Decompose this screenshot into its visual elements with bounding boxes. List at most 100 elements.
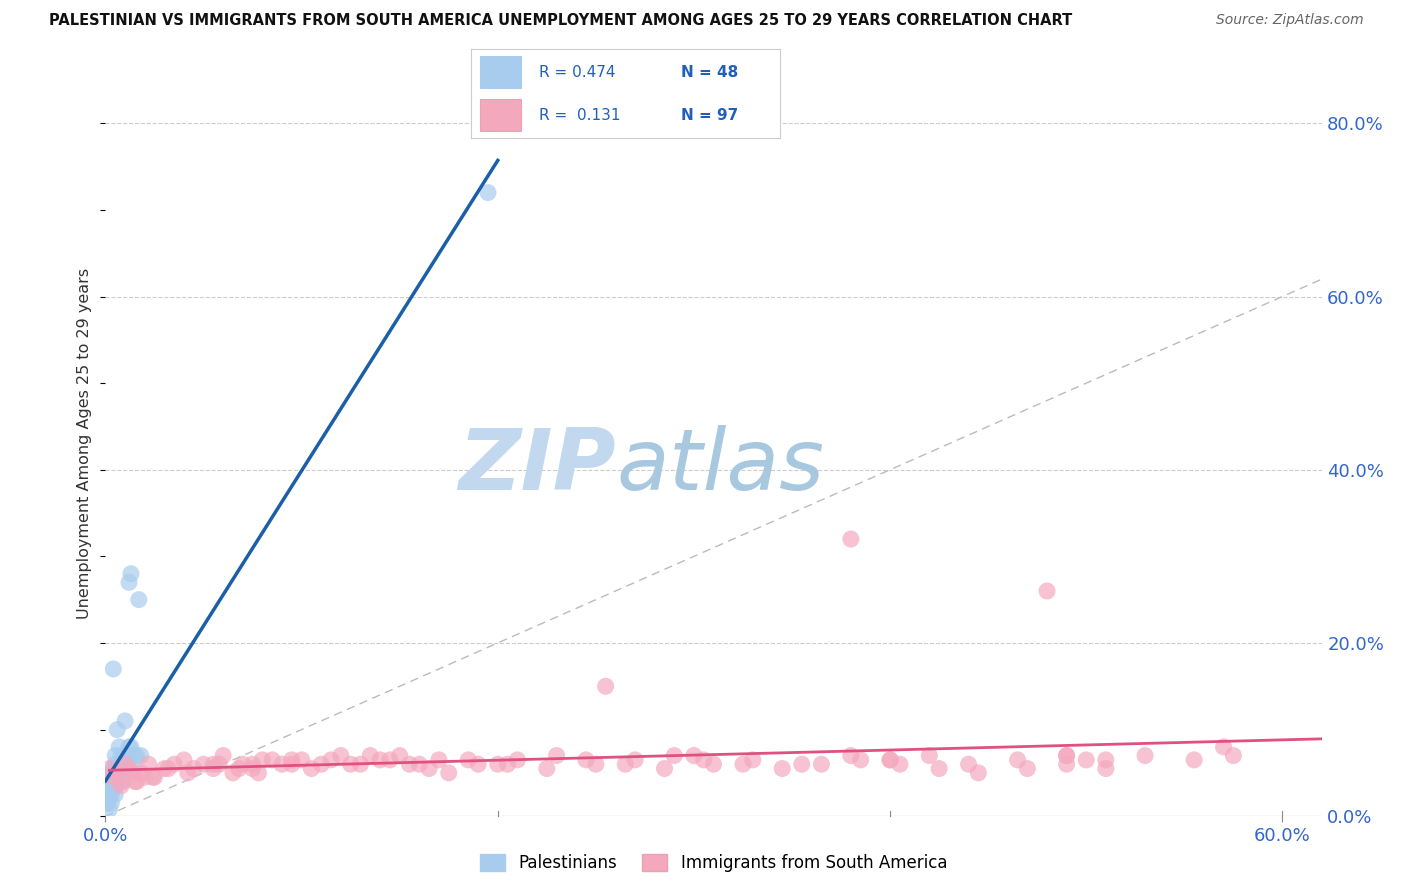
Point — [96, 796, 118, 810]
Point — [100, 779, 122, 793]
Point — [654, 762, 676, 776]
Point — [100, 788, 122, 802]
Point — [790, 757, 813, 772]
Point — [105, 770, 128, 784]
Point — [105, 762, 128, 776]
Text: N = 97: N = 97 — [682, 108, 738, 122]
Point — [110, 779, 132, 793]
Point — [477, 186, 499, 200]
Point — [129, 765, 152, 780]
Point — [1095, 762, 1118, 776]
Point — [96, 792, 118, 806]
Point — [118, 575, 141, 590]
Point — [103, 762, 125, 776]
Point — [103, 779, 125, 793]
Point — [96, 792, 118, 806]
Point — [614, 757, 637, 772]
Point — [183, 762, 205, 776]
Point — [105, 770, 128, 784]
Point — [177, 765, 200, 780]
Text: R =  0.131: R = 0.131 — [538, 108, 620, 122]
Point — [120, 566, 142, 581]
Point — [1222, 748, 1244, 763]
Point — [741, 753, 763, 767]
Point — [202, 757, 225, 772]
Point — [839, 532, 862, 546]
Point — [110, 774, 132, 789]
Point — [546, 748, 568, 763]
Point — [575, 753, 598, 767]
Point — [262, 753, 284, 767]
Point — [128, 592, 150, 607]
Point — [388, 748, 411, 763]
Point — [309, 757, 332, 772]
Point — [108, 762, 131, 776]
Point — [108, 739, 131, 754]
Legend: Palestinians, Immigrants from South America: Palestinians, Immigrants from South Amer… — [474, 847, 953, 879]
Point — [153, 762, 176, 776]
Point — [1212, 739, 1234, 754]
Point — [339, 757, 361, 772]
Point — [212, 748, 235, 763]
Point — [418, 762, 440, 776]
Point — [124, 748, 146, 763]
Point — [112, 774, 135, 789]
FancyBboxPatch shape — [481, 56, 520, 88]
Point — [100, 796, 122, 810]
Point — [810, 757, 832, 772]
Point — [105, 723, 128, 737]
Point — [1133, 748, 1156, 763]
Point — [98, 788, 121, 802]
Point — [585, 757, 607, 772]
Point — [378, 753, 401, 767]
Point — [918, 748, 941, 763]
Text: N = 48: N = 48 — [682, 65, 738, 79]
Point — [1095, 753, 1118, 767]
Point — [1036, 584, 1059, 599]
Point — [506, 753, 529, 767]
Point — [104, 779, 127, 793]
Point — [114, 753, 136, 767]
Point — [228, 762, 250, 776]
Point — [1007, 753, 1029, 767]
FancyBboxPatch shape — [481, 99, 520, 131]
Point — [105, 765, 128, 780]
Point — [141, 770, 163, 784]
Point — [103, 779, 125, 793]
Point — [222, 765, 245, 780]
Point — [1056, 748, 1078, 763]
Point — [247, 765, 270, 780]
Point — [173, 753, 195, 767]
Point — [96, 796, 118, 810]
Point — [1076, 753, 1098, 767]
Point — [103, 770, 125, 784]
Point — [299, 762, 322, 776]
Point — [536, 762, 558, 776]
Point — [1056, 757, 1078, 772]
Point — [486, 757, 509, 772]
Point — [98, 802, 121, 816]
Point — [163, 757, 186, 772]
Point — [122, 762, 145, 776]
Point — [110, 748, 132, 763]
Point — [928, 762, 950, 776]
Point — [271, 757, 294, 772]
Point — [967, 765, 990, 780]
Point — [849, 753, 872, 767]
Point — [104, 748, 127, 763]
Point — [683, 748, 706, 763]
Point — [242, 757, 264, 772]
Point — [839, 748, 862, 763]
Point — [889, 757, 911, 772]
Point — [120, 739, 142, 754]
Point — [98, 774, 121, 789]
Point — [398, 757, 420, 772]
Point — [104, 757, 127, 772]
Point — [104, 788, 127, 802]
Point — [702, 757, 725, 772]
Point — [118, 762, 141, 776]
Point — [125, 748, 148, 763]
Point — [118, 739, 141, 754]
Text: atlas: atlas — [616, 425, 824, 508]
Point — [1056, 748, 1078, 763]
